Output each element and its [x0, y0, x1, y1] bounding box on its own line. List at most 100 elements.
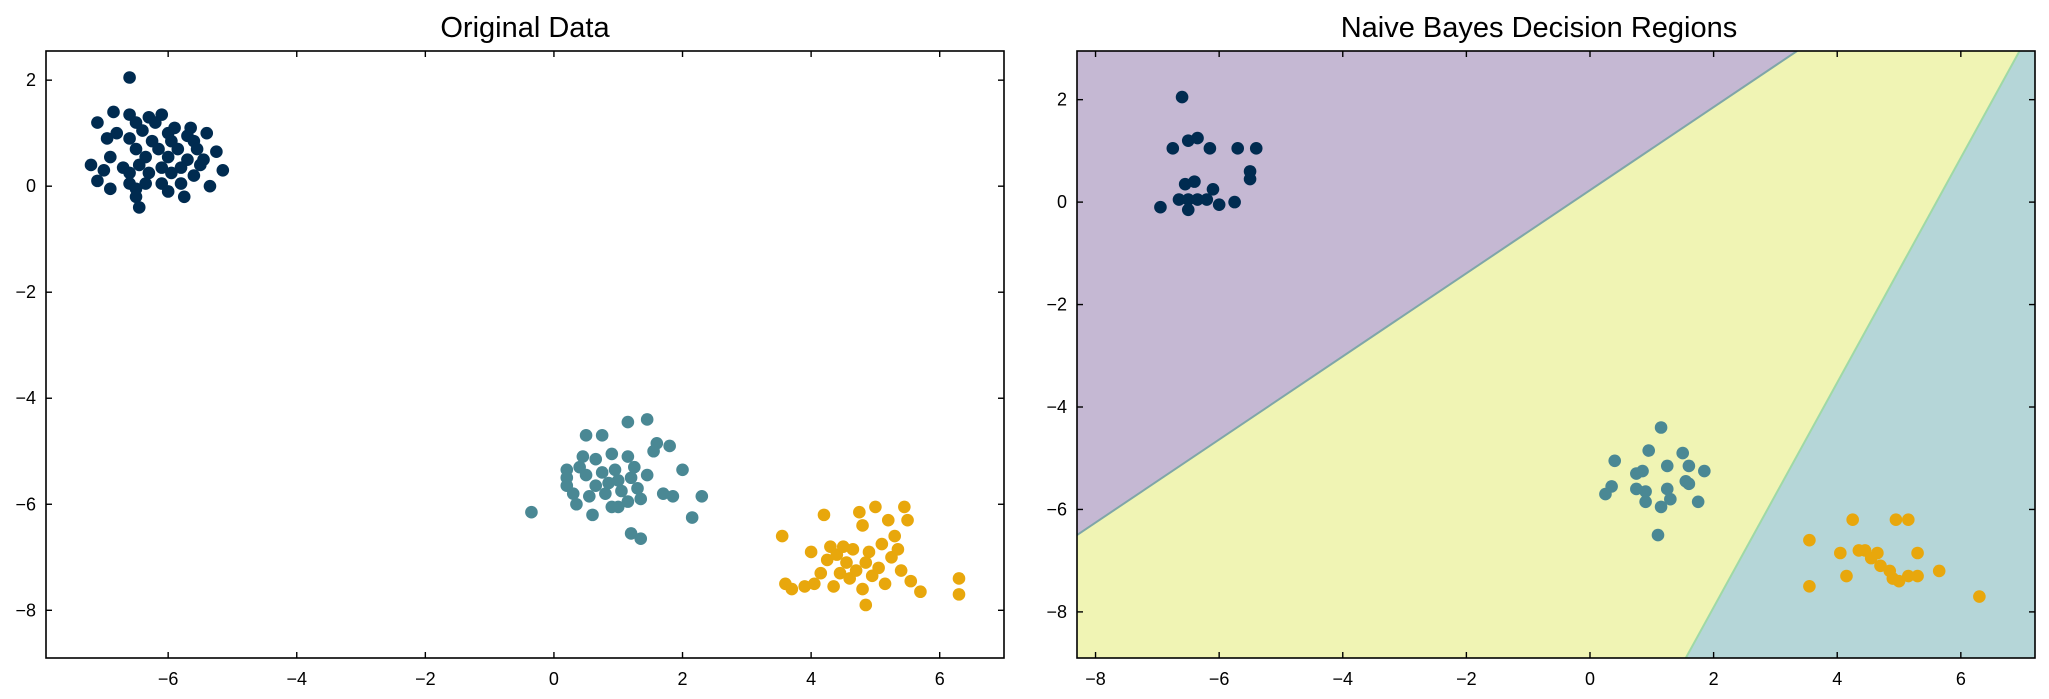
data-point — [187, 169, 201, 182]
data-point — [634, 532, 648, 546]
data-point — [798, 580, 811, 593]
data-point — [1911, 569, 1924, 583]
y-tick-label: −6 — [15, 494, 36, 514]
data-point — [595, 429, 609, 442]
data-point — [621, 495, 635, 508]
data-point — [1181, 193, 1195, 206]
data-point — [1191, 131, 1204, 145]
x-tick-label: 6 — [935, 669, 945, 689]
x-tick-label: 4 — [1832, 669, 1842, 689]
x-tick-label: 6 — [1956, 669, 1966, 689]
data-point — [149, 116, 162, 129]
data-point — [123, 71, 136, 84]
x-tick-label: 2 — [1709, 669, 1719, 689]
data-point — [1698, 464, 1711, 478]
data-point — [1852, 544, 1866, 557]
data-point — [576, 450, 590, 463]
data-point — [107, 105, 120, 119]
data-point — [647, 444, 660, 458]
data-point — [862, 545, 876, 559]
data-point — [579, 468, 593, 482]
data-point — [91, 174, 104, 188]
data-point — [602, 476, 615, 490]
data-point — [174, 161, 188, 174]
data-point — [1691, 495, 1705, 509]
data-point — [203, 179, 217, 193]
data-point — [1901, 569, 1915, 583]
decision-boundary — [1077, 51, 1798, 536]
data-point — [1864, 551, 1878, 565]
x-tick-label: −4 — [1333, 669, 1354, 689]
data-point — [129, 142, 143, 156]
data-point — [804, 545, 818, 559]
data-point — [1676, 446, 1690, 460]
data-point — [634, 492, 648, 506]
data-point — [171, 142, 185, 156]
data-point — [210, 145, 223, 159]
data-point — [1166, 142, 1180, 155]
y-tick-label: −2 — [1046, 295, 1067, 315]
data-point — [1840, 569, 1853, 583]
data-point — [1206, 183, 1220, 196]
data-point — [1889, 513, 1903, 526]
data-point — [875, 537, 889, 551]
data-point — [165, 166, 178, 180]
plot-frame — [1076, 50, 2036, 659]
data-point — [1834, 546, 1847, 560]
y-tick-label: −8 — [15, 600, 36, 620]
x-tick-label: −2 — [415, 669, 436, 689]
data-point — [1803, 579, 1816, 593]
data-point — [595, 466, 609, 479]
data-point — [100, 132, 114, 145]
data-point — [1231, 142, 1244, 155]
data-point — [1660, 459, 1674, 473]
data-point — [833, 566, 847, 580]
data-point — [1660, 482, 1674, 496]
y-tick-label: −4 — [15, 388, 36, 408]
data-point — [676, 463, 689, 477]
data-point — [695, 490, 709, 503]
data-point — [97, 163, 111, 177]
data-point — [666, 490, 680, 503]
data-point — [1654, 421, 1668, 434]
data-point — [914, 585, 927, 599]
data-point — [621, 415, 635, 429]
data-point — [139, 177, 152, 190]
x-tick-label: 4 — [806, 669, 816, 689]
x-tick-label: 0 — [1585, 669, 1595, 689]
data-point — [1212, 198, 1226, 211]
data-point — [200, 126, 214, 140]
decision-boundary — [1684, 51, 2021, 658]
data-point — [656, 487, 670, 500]
data-point — [881, 513, 895, 527]
data-point — [872, 561, 885, 575]
data-point — [1892, 574, 1906, 588]
data-point — [808, 577, 821, 591]
data-point — [846, 543, 860, 556]
data-point — [615, 484, 628, 498]
data-point — [631, 482, 644, 495]
data-point — [952, 588, 966, 601]
data-point — [91, 116, 104, 129]
chart-title: Original Data — [440, 12, 610, 44]
data-point — [817, 508, 831, 522]
data-point — [132, 201, 146, 214]
data-point — [611, 474, 625, 487]
data-point — [836, 540, 850, 553]
data-point — [103, 182, 117, 196]
data-point — [859, 598, 873, 612]
data-point — [1172, 193, 1186, 206]
decision-region — [1685, 51, 2035, 658]
data-point — [1181, 203, 1195, 217]
data-point — [888, 529, 901, 543]
data-point — [608, 463, 622, 477]
data-point — [1203, 142, 1217, 155]
data-point — [856, 519, 869, 532]
data-point — [849, 564, 863, 577]
data-point — [152, 142, 165, 156]
data-point — [891, 543, 905, 556]
data-point — [685, 511, 699, 524]
data-point — [820, 553, 834, 567]
data-point — [579, 429, 593, 442]
data-point — [194, 158, 207, 172]
